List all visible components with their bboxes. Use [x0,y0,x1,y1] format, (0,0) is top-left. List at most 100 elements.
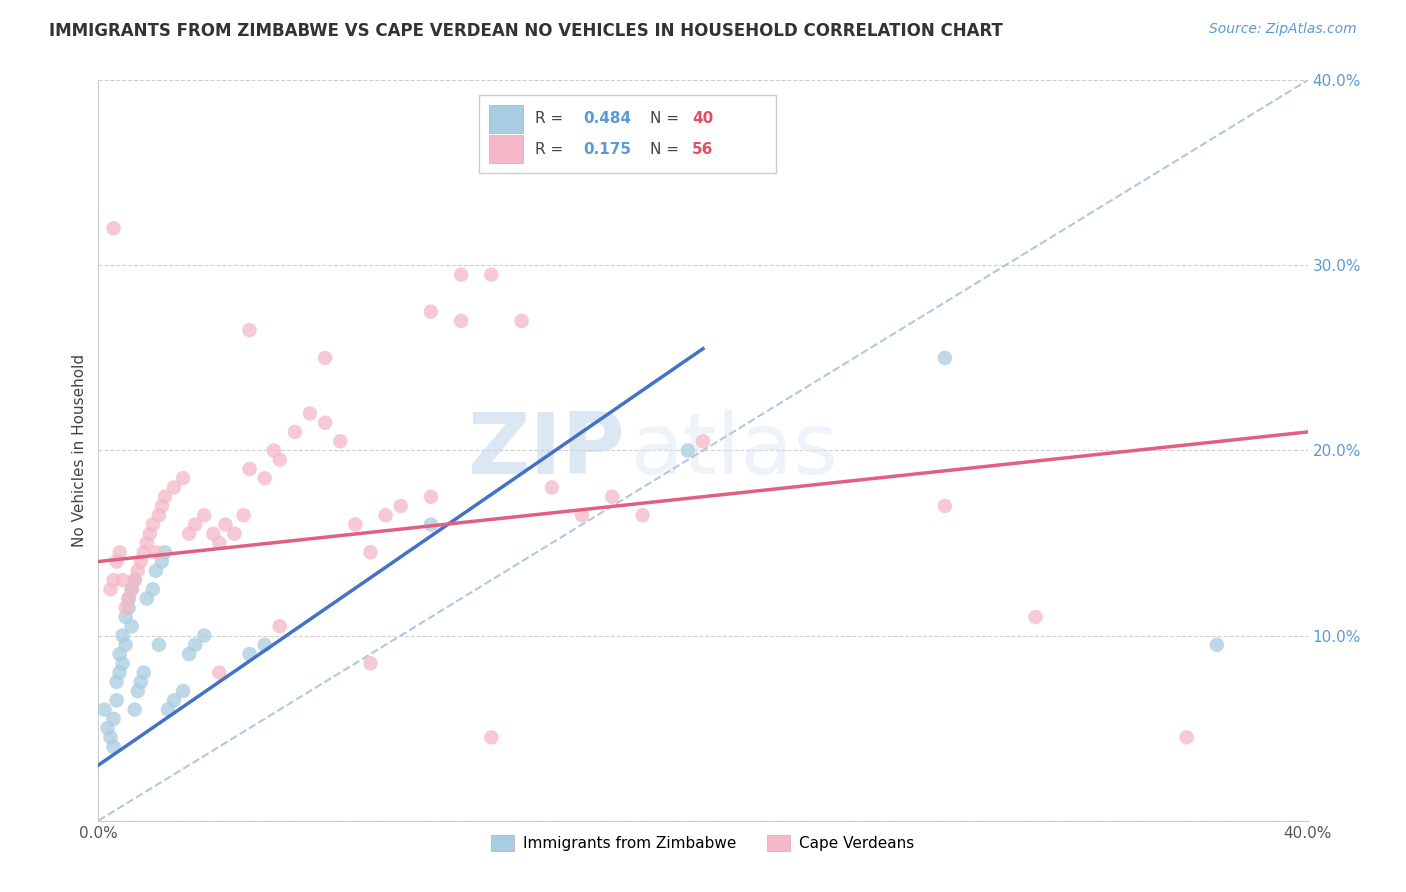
Point [150,499,173,513]
Point [127,564,149,578]
Point [139,526,162,541]
Point [111,657,134,671]
Point [118,591,141,606]
Point [100,582,122,597]
FancyBboxPatch shape [489,135,523,163]
Point [153,490,176,504]
Text: 56: 56 [692,142,713,157]
FancyBboxPatch shape [479,95,776,173]
Point [329,434,352,449]
Point [374,508,396,523]
Point [142,582,165,597]
Legend: Immigrants from Zimbabwe, Cape Verdeans: Immigrants from Zimbabwe, Cape Verdeans [485,830,921,857]
Point [193,628,215,642]
Point [184,638,207,652]
Point [208,536,231,550]
Point [142,517,165,532]
Point [934,499,956,513]
Point [202,526,225,541]
Point [124,573,146,587]
Point [135,591,157,606]
Point [420,517,443,532]
Text: ZIP: ZIP [467,409,624,492]
Point [148,508,170,523]
Point [145,545,167,559]
Point [132,545,155,559]
Point [253,638,276,652]
Point [124,573,146,587]
Point [510,314,533,328]
Point [481,268,503,282]
Point [172,471,194,485]
Point [105,554,128,569]
Point [540,481,562,495]
Point [121,582,143,597]
Point [121,619,143,633]
Point [631,508,654,523]
Point [360,657,382,671]
Text: 40: 40 [692,112,713,127]
Point [121,582,143,597]
Point [108,665,131,680]
Point [263,443,285,458]
Point [118,591,141,606]
Point [239,647,262,661]
Point [127,684,149,698]
Point [450,314,472,328]
Point [103,221,125,235]
Point [118,600,141,615]
Point [163,481,186,495]
Point [571,508,593,523]
Text: IMMIGRANTS FROM ZIMBABWE VS CAPE VERDEAN NO VEHICLES IN HOUSEHOLD CORRELATION CH: IMMIGRANTS FROM ZIMBABWE VS CAPE VERDEAN… [49,22,1002,40]
Point [129,674,152,689]
Point [1024,610,1046,624]
Text: 0.484: 0.484 [583,112,631,127]
Point [676,443,699,458]
Point [179,526,201,541]
Point [481,731,503,745]
Point [111,628,134,642]
Point [114,610,136,624]
Point [108,647,131,661]
Point [1175,731,1198,745]
Point [179,647,201,661]
Point [135,536,157,550]
Point [148,638,170,652]
Point [103,739,125,754]
Point [129,554,152,569]
Text: 0.175: 0.175 [583,142,631,157]
Point [420,304,443,318]
Y-axis label: No Vehicles in Household: No Vehicles in Household [72,354,87,547]
Point [269,619,291,633]
Point [232,508,254,523]
Point [114,638,136,652]
Point [389,499,412,513]
Text: R =: R = [534,112,568,127]
Point [1206,638,1229,652]
Point [314,351,336,365]
Point [114,600,136,615]
Point [224,526,246,541]
Point [96,721,118,735]
Point [239,462,262,476]
Text: N =: N = [650,142,683,157]
Text: atlas: atlas [630,409,838,492]
Point [193,508,215,523]
Point [239,323,262,337]
Point [105,693,128,707]
Point [105,674,128,689]
Point [150,554,173,569]
Point [208,665,231,680]
Point [314,416,336,430]
Point [100,731,122,745]
Point [172,684,194,698]
Point [103,712,125,726]
Point [360,545,382,559]
Point [450,268,472,282]
Text: Source: ZipAtlas.com: Source: ZipAtlas.com [1209,22,1357,37]
Point [163,693,186,707]
Point [214,517,236,532]
Text: R =: R = [534,142,568,157]
Point [108,545,131,559]
Point [184,517,207,532]
